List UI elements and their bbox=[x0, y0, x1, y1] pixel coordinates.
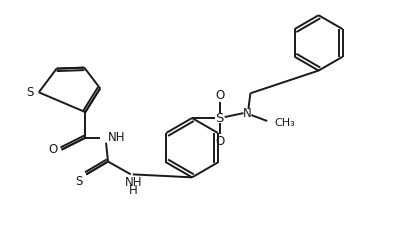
Text: CH₃: CH₃ bbox=[274, 118, 295, 128]
Text: H: H bbox=[129, 184, 138, 197]
Text: O: O bbox=[48, 143, 57, 156]
Text: NH: NH bbox=[125, 176, 143, 189]
Text: S: S bbox=[76, 175, 83, 188]
Text: S: S bbox=[215, 112, 224, 125]
Text: N: N bbox=[243, 106, 252, 120]
Text: O: O bbox=[215, 135, 224, 148]
Text: O: O bbox=[215, 89, 224, 102]
Text: S: S bbox=[26, 86, 34, 99]
Text: NH: NH bbox=[108, 131, 125, 144]
